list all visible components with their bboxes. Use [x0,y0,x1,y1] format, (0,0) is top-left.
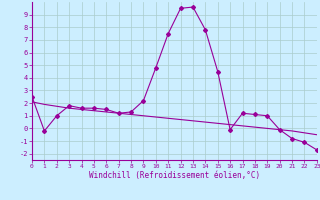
X-axis label: Windchill (Refroidissement éolien,°C): Windchill (Refroidissement éolien,°C) [89,171,260,180]
